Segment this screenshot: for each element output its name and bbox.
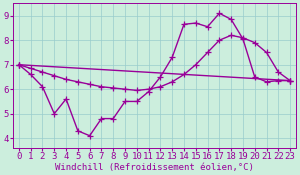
X-axis label: Windchill (Refroidissement éolien,°C): Windchill (Refroidissement éolien,°C) xyxy=(55,163,254,172)
